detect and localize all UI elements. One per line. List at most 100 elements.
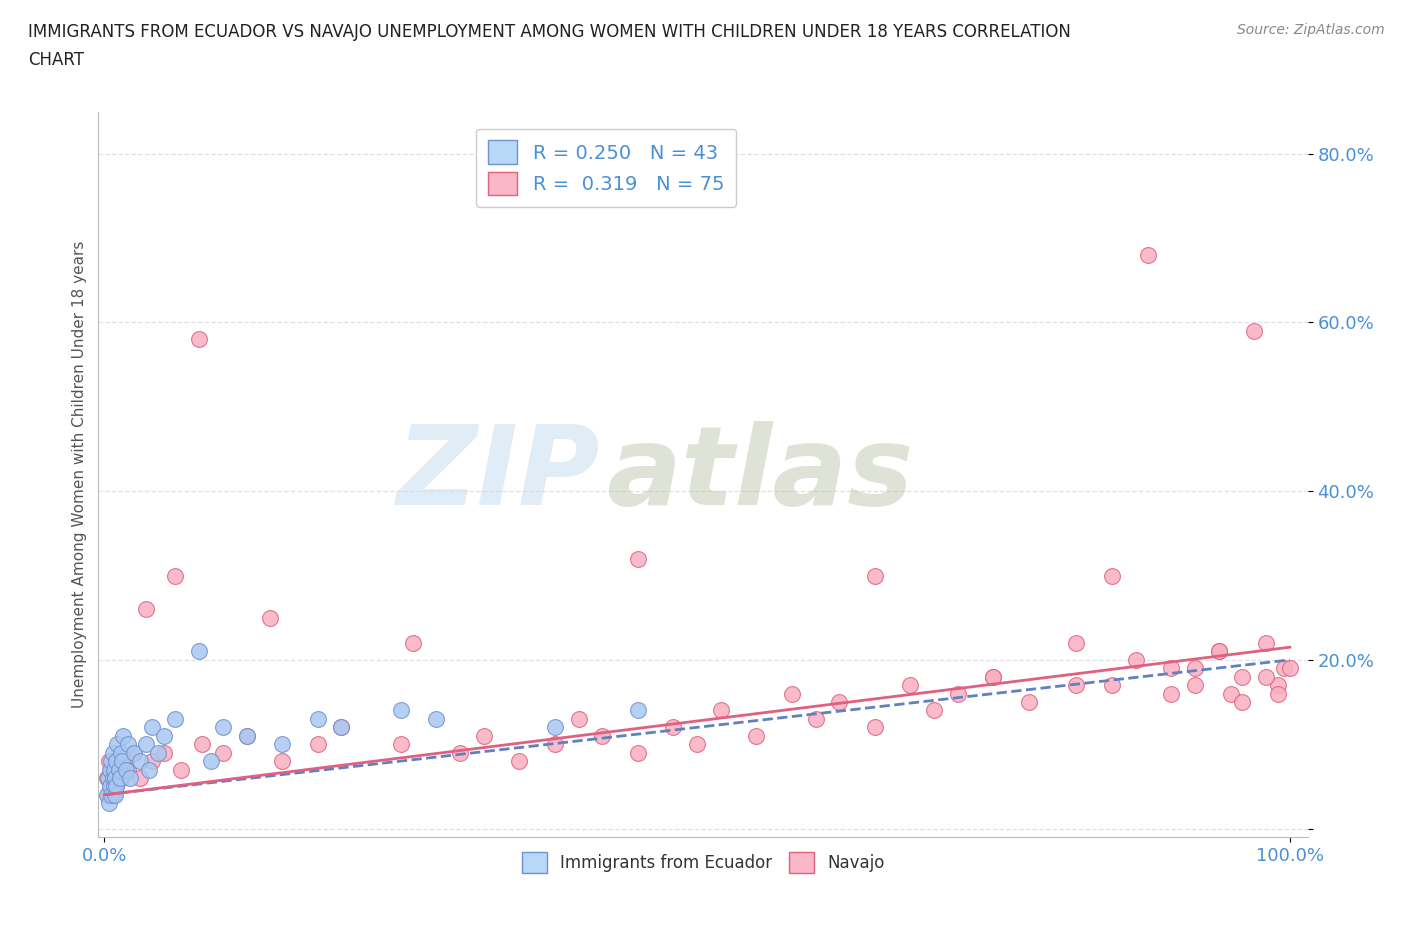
- Point: [544, 737, 567, 751]
- Point: [307, 737, 329, 751]
- Point: [1243, 324, 1265, 339]
- Point: [983, 670, 1005, 684]
- Point: [135, 737, 157, 751]
- Point: [114, 762, 136, 777]
- Point: [152, 745, 174, 760]
- Point: [1160, 661, 1182, 676]
- Point: [103, 762, 125, 777]
- Point: [98, 779, 121, 794]
- Point: [863, 720, 886, 735]
- Point: [271, 753, 294, 768]
- Point: [101, 788, 124, 803]
- Text: CHART: CHART: [28, 51, 84, 69]
- Point: [96, 771, 118, 786]
- Point: [1272, 661, 1295, 676]
- Point: [212, 745, 235, 760]
- Point: [98, 779, 121, 794]
- Point: [138, 762, 160, 777]
- Point: [828, 695, 851, 710]
- Point: [122, 745, 145, 760]
- Point: [100, 753, 122, 768]
- Point: [627, 745, 650, 760]
- Point: [120, 771, 142, 786]
- Point: [389, 703, 412, 718]
- Point: [983, 670, 1005, 684]
- Point: [1232, 695, 1254, 710]
- Point: [900, 678, 922, 693]
- Point: [1278, 661, 1301, 676]
- Point: [946, 686, 969, 701]
- Point: [98, 753, 121, 768]
- Point: [111, 753, 134, 768]
- Point: [544, 720, 567, 735]
- Point: [508, 753, 530, 768]
- Point: [1101, 678, 1123, 693]
- Point: [97, 788, 120, 803]
- Point: [117, 737, 139, 751]
- Point: [96, 788, 118, 803]
- Point: [567, 711, 589, 726]
- Point: [101, 745, 124, 760]
- Text: ZIP: ZIP: [396, 420, 600, 528]
- Point: [449, 745, 471, 760]
- Point: [307, 711, 329, 726]
- Point: [105, 779, 128, 794]
- Point: [129, 753, 152, 768]
- Point: [141, 753, 163, 768]
- Point: [111, 771, 134, 786]
- Point: [1232, 670, 1254, 684]
- Point: [104, 788, 127, 803]
- Point: [165, 711, 187, 726]
- Point: [1184, 661, 1206, 676]
- Point: [100, 762, 122, 777]
- Point: [107, 762, 129, 777]
- Point: [1254, 635, 1277, 650]
- Text: Source: ZipAtlas.com: Source: ZipAtlas.com: [1237, 23, 1385, 37]
- Point: [1219, 686, 1241, 701]
- Text: atlas: atlas: [606, 420, 914, 528]
- Point: [188, 644, 211, 658]
- Point: [200, 753, 222, 768]
- Point: [389, 737, 412, 751]
- Point: [425, 711, 447, 726]
- Legend: Immigrants from Ecuador, Navajo: Immigrants from Ecuador, Navajo: [515, 845, 891, 880]
- Point: [110, 745, 132, 760]
- Point: [1208, 644, 1230, 658]
- Point: [112, 728, 135, 743]
- Point: [1254, 670, 1277, 684]
- Point: [188, 332, 211, 347]
- Point: [1136, 247, 1159, 262]
- Point: [190, 737, 212, 751]
- Point: [1018, 695, 1040, 710]
- Point: [1101, 568, 1123, 583]
- Point: [804, 711, 827, 726]
- Point: [401, 635, 423, 650]
- Point: [1066, 635, 1088, 650]
- Point: [122, 745, 145, 760]
- Point: [101, 771, 124, 786]
- Point: [235, 728, 257, 743]
- Point: [98, 762, 121, 777]
- Point: [863, 568, 886, 583]
- Point: [107, 762, 129, 777]
- Point: [235, 728, 257, 743]
- Point: [472, 728, 495, 743]
- Point: [686, 737, 709, 751]
- Point: [1125, 653, 1147, 668]
- Point: [103, 779, 125, 794]
- Point: [100, 788, 122, 803]
- Point: [1184, 678, 1206, 693]
- Point: [1267, 686, 1289, 701]
- Point: [97, 771, 120, 786]
- Point: [212, 720, 235, 735]
- Point: [780, 686, 803, 701]
- Point: [170, 762, 193, 777]
- Point: [129, 771, 152, 786]
- Point: [662, 720, 685, 735]
- Point: [1267, 678, 1289, 693]
- Point: [135, 602, 157, 617]
- Point: [117, 762, 139, 777]
- Point: [710, 703, 733, 718]
- Point: [141, 720, 163, 735]
- Point: [105, 753, 128, 768]
